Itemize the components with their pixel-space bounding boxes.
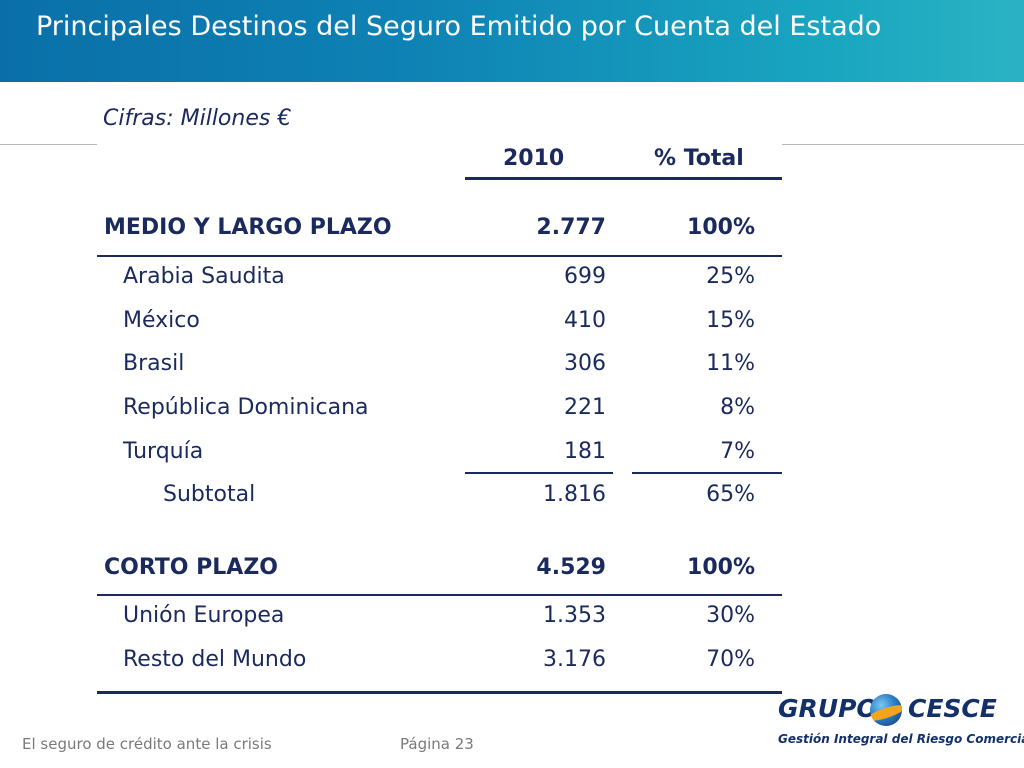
table-row-pct: 11% <box>706 351 755 376</box>
table-row-pct: 70% <box>706 647 755 672</box>
section-pct-corto: 100% <box>687 555 755 580</box>
globe-icon <box>870 694 902 726</box>
grupo-cesce-logo: GRUPO CESCE Gestión Integral del Riesgo … <box>776 692 1024 754</box>
slide-title: Principales Destinos del Seguro Emitido … <box>36 11 882 42</box>
logo-name-left: GRUPO <box>778 694 878 723</box>
table-row-pct: 7% <box>720 439 755 464</box>
section-value-medio: 2.777 <box>536 215 606 240</box>
page-number: Página 23 <box>400 735 474 753</box>
logo-name-right: CESCE <box>908 694 997 723</box>
table-row-pct: 30% <box>706 603 755 628</box>
right-divider <box>782 144 1024 145</box>
footer-caption: El seguro de crédito ante la crisis <box>22 735 272 753</box>
table-row-value: 1.353 <box>543 603 606 628</box>
section-rule-corto <box>97 594 782 596</box>
table-row-value: 181 <box>564 439 606 464</box>
logo-tagline: Gestión Integral del Riesgo Comercial <box>778 732 1024 746</box>
table-row-label: Arabia Saudita <box>123 264 285 289</box>
table-bottom-rule <box>97 691 782 694</box>
table-row-pct: 15% <box>706 308 755 333</box>
table-row-value: 306 <box>564 351 606 376</box>
table-row-label: Brasil <box>123 351 185 376</box>
section-pct-medio: 100% <box>687 215 755 240</box>
section-label-corto: CORTO PLAZO <box>104 555 278 580</box>
units-caption: Cifras: Millones € <box>103 106 292 131</box>
table-row-value: 221 <box>564 395 606 420</box>
table-row-pct: 25% <box>706 264 755 289</box>
section-rule-medio <box>97 255 782 257</box>
subtotal-value: 1.816 <box>543 482 606 507</box>
table-row-label: México <box>123 308 200 333</box>
table-row-value: 410 <box>564 308 606 333</box>
header-underline <box>465 177 782 180</box>
table-row-label: Resto del Mundo <box>123 647 307 672</box>
subtotal-rule-value <box>465 472 613 474</box>
table-row-value: 3.176 <box>543 647 606 672</box>
swoosh-mark <box>870 702 902 724</box>
table-row-value: 699 <box>564 264 606 289</box>
column-header-year: 2010 <box>503 146 565 171</box>
table-row-label: Unión Europea <box>123 603 285 628</box>
table-row-label: República Dominicana <box>123 395 369 420</box>
section-label-medio: MEDIO Y LARGO PLAZO <box>104 215 392 240</box>
title-banner: Principales Destinos del Seguro Emitido … <box>0 0 1024 82</box>
table-row-label: Turquía <box>123 439 204 464</box>
subtotal-label: Subtotal <box>163 482 256 507</box>
table-row-pct: 8% <box>720 395 755 420</box>
subtotal-pct: 65% <box>706 482 755 507</box>
subtotal-rule-pct <box>632 472 782 474</box>
section-value-corto: 4.529 <box>536 555 606 580</box>
column-header-pct: % Total <box>654 146 744 171</box>
left-divider <box>0 144 97 145</box>
